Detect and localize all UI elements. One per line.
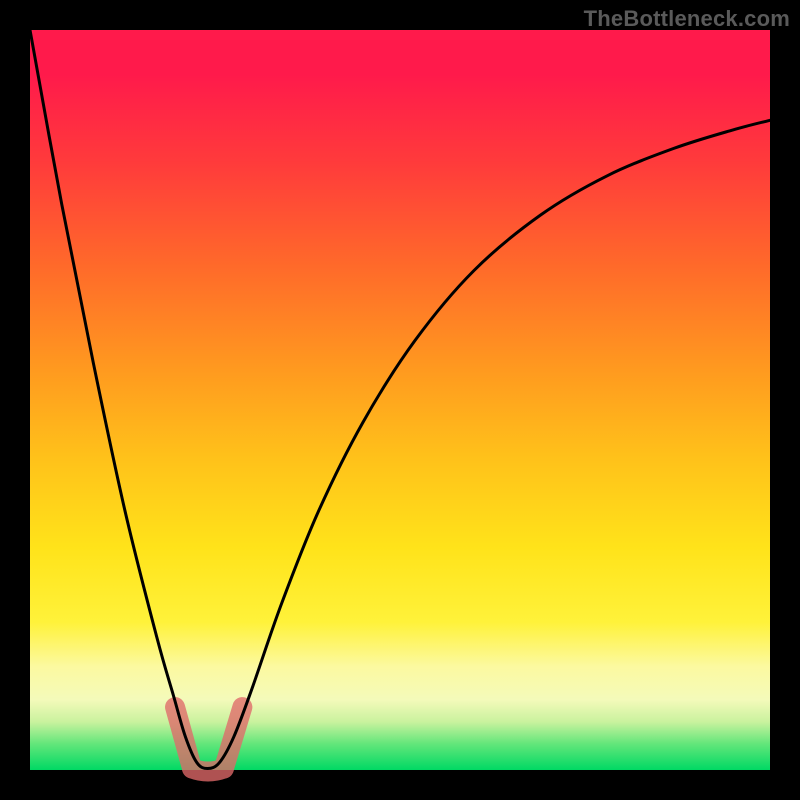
figure-root: TheBottleneck.com [0,0,800,800]
bottleneck-chart [0,0,800,800]
gradient-background [30,30,770,770]
watermark-text: TheBottleneck.com [584,6,790,32]
